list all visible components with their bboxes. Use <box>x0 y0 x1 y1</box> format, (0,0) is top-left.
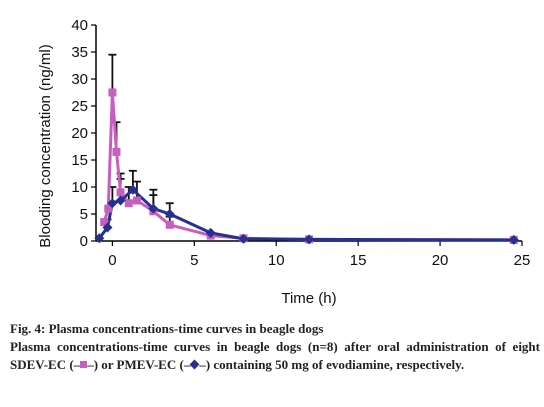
series-lines <box>98 91 514 242</box>
y-tick-label: 40 <box>71 17 88 34</box>
diamond-point <box>148 203 159 214</box>
y-tick-label: 15 <box>71 152 88 169</box>
axes: 0 5 10 15 20 25 30 35 40 0 5 10 15 20 25 <box>71 17 530 269</box>
square-point <box>100 218 109 227</box>
diamond-point <box>238 233 249 244</box>
caption-body-part-1: Plasma concentrations-time curves in bea… <box>10 339 540 372</box>
diamond-point <box>164 209 175 219</box>
square-marker-icon <box>80 361 88 368</box>
x-tick-label: 0 <box>108 252 116 269</box>
square-point <box>132 196 141 205</box>
x-tick-label: 10 <box>268 252 285 269</box>
series-line <box>102 91 514 242</box>
caption-body-part-3: –) containing 50 mg of evodiamine, respe… <box>199 357 465 372</box>
diamond-point <box>205 227 216 238</box>
caption-title: Fig. 4: Plasma concentrations-time curve… <box>10 321 324 336</box>
y-tick-label: 0 <box>80 233 88 250</box>
square-point <box>112 147 121 156</box>
diamond-point <box>107 198 118 209</box>
y-tick-label: 20 <box>71 125 88 142</box>
x-tick-label: 15 <box>350 252 367 269</box>
y-tick-label: 5 <box>80 206 88 223</box>
diamond-point <box>115 195 126 206</box>
diamond-point <box>102 222 113 233</box>
x-axis-title: Time (h) <box>281 290 336 307</box>
y-tick-label: 25 <box>71 98 88 115</box>
square-point <box>108 88 117 97</box>
diamond-point <box>127 184 138 195</box>
square-point <box>165 220 174 229</box>
square-point <box>124 199 133 208</box>
caption-body: Plasma concentrations-time curves in bea… <box>10 338 540 374</box>
y-tick-label: 30 <box>71 71 88 88</box>
caption-body-part-2: –) or PMEV-EC (– <box>87 357 191 372</box>
y-tick-label: 35 <box>71 44 88 61</box>
diamond-point <box>304 234 314 245</box>
square-point <box>116 188 125 197</box>
series-line <box>98 188 514 242</box>
y-axis-title: Blooding concentration (ng/ml) <box>37 44 54 247</box>
figure-caption: Fig. 4: Plasma concentrations-time curve… <box>10 320 540 374</box>
diamond-point <box>94 233 105 244</box>
square-point <box>104 204 113 213</box>
y-tick-label: 10 <box>71 179 88 196</box>
concentration-time-chart: 0 5 10 15 20 25 30 35 40 0 5 10 15 20 25 Time (h) Bloo… <box>37 17 530 307</box>
x-tick-label: 25 <box>514 252 531 269</box>
series-markers <box>94 88 519 245</box>
x-tick-label: 5 <box>190 252 198 269</box>
diamond-point <box>508 234 519 245</box>
x-tick-label: 20 <box>432 252 449 269</box>
